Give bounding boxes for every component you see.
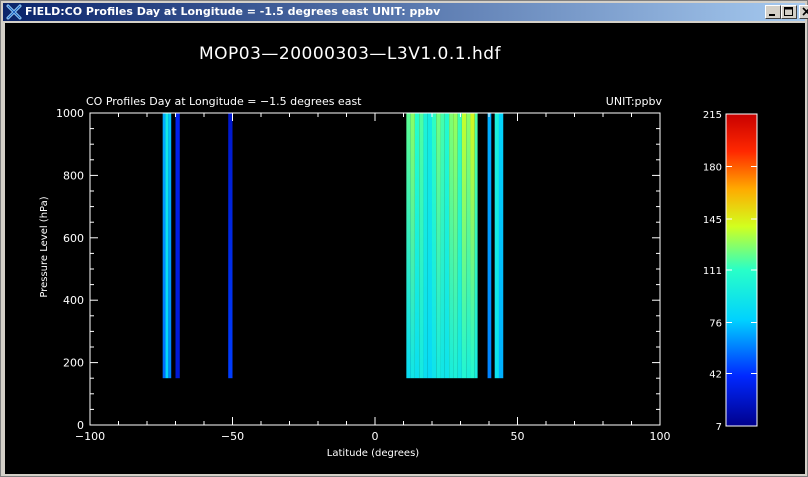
unit-label: UNIT:ppbv bbox=[606, 95, 663, 108]
maximize-button[interactable] bbox=[781, 5, 797, 19]
idl-app-icon bbox=[6, 4, 22, 20]
heatmap-band bbox=[474, 113, 478, 379]
y-tick-label: 200 bbox=[63, 357, 84, 370]
heatmap-band bbox=[175, 113, 180, 379]
maximize-icon bbox=[784, 7, 793, 16]
colorbar-tick-label: 7 bbox=[716, 422, 722, 433]
y-tick-label: 0 bbox=[77, 419, 84, 432]
heatmap-band bbox=[457, 113, 462, 379]
close-button[interactable] bbox=[799, 5, 808, 19]
heatmap-band bbox=[453, 113, 458, 379]
heatmap-band bbox=[494, 113, 499, 379]
colorbar: 7 42 76 111 145 180 215 bbox=[703, 110, 758, 433]
colorbar-tick-label: 215 bbox=[703, 110, 722, 121]
heatmap-band bbox=[470, 113, 475, 379]
heatmap-band bbox=[432, 113, 437, 379]
heatmap-band bbox=[414, 113, 420, 379]
heatmap-band bbox=[419, 113, 424, 379]
minimize-icon bbox=[769, 14, 775, 16]
y-tick-label: 600 bbox=[63, 232, 84, 245]
heatmap-band bbox=[461, 113, 467, 379]
heatmap-band bbox=[406, 113, 411, 379]
y-tick-label: 400 bbox=[63, 294, 84, 307]
x-tick-label: −100 bbox=[75, 430, 105, 443]
heatmap-band bbox=[487, 113, 492, 379]
minimize-button[interactable] bbox=[765, 5, 781, 19]
heatmap-band bbox=[498, 113, 504, 379]
heatmap-band bbox=[162, 113, 166, 379]
plot-svg: MOP03—20000303—L3V1.0.1.hdf CO Profiles … bbox=[39, 44, 758, 459]
close-icon bbox=[802, 7, 808, 16]
colorbar-tick-label: 145 bbox=[703, 215, 722, 226]
x-tick-label: 100 bbox=[650, 430, 671, 443]
plot-subtitle: CO Profiles Day at Longitude = −1.5 degr… bbox=[86, 95, 362, 108]
x-tick-label: 0 bbox=[372, 430, 379, 443]
window-title: FIELD:CO Profiles Day at Longitude = -1.… bbox=[25, 5, 441, 18]
heatmap-band bbox=[436, 113, 441, 379]
heatmap-band bbox=[440, 113, 445, 379]
colorbar-tick-label: 42 bbox=[709, 370, 722, 381]
heatmap-bands bbox=[162, 113, 504, 379]
heatmap-band bbox=[228, 113, 233, 379]
plot-canvas: MOP03—20000303—L3V1.0.1.hdf CO Profiles … bbox=[5, 23, 805, 474]
heatmap-band bbox=[444, 113, 450, 379]
y-axis-label: Pressure Level (hPa) bbox=[39, 196, 50, 297]
heatmap-band bbox=[466, 113, 471, 379]
title-bar[interactable]: FIELD:CO Profiles Day at Longitude = -1.… bbox=[3, 3, 808, 21]
heatmap-band bbox=[168, 113, 172, 379]
heatmap-band bbox=[410, 113, 415, 379]
heatmap-band bbox=[427, 113, 432, 379]
heatmap-band bbox=[449, 113, 454, 379]
x-axis-label: Latitude (degrees) bbox=[327, 448, 419, 459]
colorbar-tick-label: 111 bbox=[703, 266, 722, 277]
colorbar-tick-label: 76 bbox=[709, 319, 722, 330]
file-title: MOP03—20000303—L3V1.0.1.hdf bbox=[199, 44, 502, 64]
y-tick-label: 1000 bbox=[56, 107, 84, 120]
x-tick-label: 50 bbox=[511, 430, 525, 443]
colorbar-tick-label: 180 bbox=[703, 163, 722, 174]
heatmap-band bbox=[165, 113, 169, 379]
x-tick-label: −50 bbox=[221, 430, 244, 443]
y-tick-label: 800 bbox=[63, 169, 84, 182]
heatmap-band bbox=[423, 113, 428, 379]
